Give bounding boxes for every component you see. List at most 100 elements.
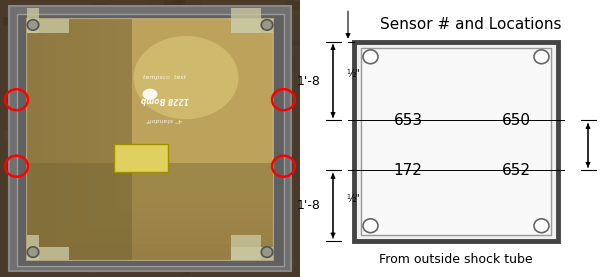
Bar (292, 0, 301, 1)
Bar (42, 33, 51, 55)
Bar (114, 144, 168, 172)
Text: ½": ½" (347, 69, 361, 79)
Bar (200, 95, 221, 116)
Bar (27, 19, 132, 260)
Bar (132, 19, 273, 202)
Bar (155, 78, 178, 95)
Bar (269, 182, 279, 189)
Bar (140, 112, 157, 127)
Bar (87, 19, 273, 227)
Bar (24, 155, 57, 158)
Bar (151, 40, 182, 56)
Bar (10, 165, 41, 181)
Bar (27, 235, 39, 260)
Bar (75, 109, 109, 125)
Bar (42, 19, 273, 252)
Text: 653: 653 (394, 113, 422, 128)
Bar (82, 214, 103, 217)
Bar (167, 126, 182, 130)
Bar (71, 189, 79, 206)
Bar (177, 0, 202, 6)
Bar (202, 50, 239, 69)
Bar (149, 64, 169, 85)
Text: 650: 650 (502, 113, 530, 128)
Bar (128, 195, 149, 215)
Bar (263, 55, 296, 72)
Bar (94, 2, 106, 6)
Bar (35, 223, 71, 237)
Bar (3, 17, 13, 26)
Bar (266, 130, 277, 146)
Bar (22, 158, 33, 178)
Bar (191, 41, 223, 55)
Text: 1228 Bomb: 1228 Bomb (141, 95, 189, 104)
Bar (90, 183, 98, 198)
Bar (284, 1, 322, 9)
Text: 1'-8: 1'-8 (297, 199, 321, 212)
Text: 652: 652 (502, 163, 530, 178)
Text: Sensor # and Locations: Sensor # and Locations (380, 17, 562, 32)
Bar (27, 8, 39, 33)
Bar (5, 130, 19, 140)
Circle shape (262, 20, 272, 29)
Bar (251, 184, 264, 188)
Bar (231, 8, 261, 33)
Bar (164, 0, 185, 16)
Bar (63, 120, 96, 127)
Bar (112, 0, 147, 14)
Bar (42, 103, 69, 110)
Bar (88, 158, 112, 176)
Bar (32, 260, 63, 268)
Bar (36, 175, 79, 183)
Bar (172, 0, 181, 6)
Bar (106, 179, 118, 193)
Circle shape (363, 50, 378, 64)
Bar (137, 197, 159, 217)
Bar (266, 258, 295, 269)
Bar (231, 19, 273, 33)
Bar (361, 48, 551, 235)
Bar (142, 219, 165, 229)
Text: 1'-8": 1'-8" (599, 139, 600, 152)
Bar (224, 106, 253, 127)
Bar (184, 262, 190, 275)
Bar (220, 228, 235, 242)
Bar (210, 217, 221, 239)
Bar (72, 19, 273, 235)
Bar (257, 141, 293, 158)
Bar (77, 81, 96, 93)
Text: From outside shock tube: From outside shock tube (379, 253, 533, 266)
Circle shape (534, 50, 549, 64)
Text: 1'-8: 1'-8 (297, 75, 321, 88)
Bar (266, 184, 272, 205)
Circle shape (28, 20, 38, 29)
Bar (102, 19, 273, 219)
Bar (241, 181, 254, 199)
Bar (21, 209, 53, 219)
Bar (30, 144, 49, 150)
Bar (265, 208, 281, 225)
Bar (291, 40, 305, 47)
Bar (27, 19, 69, 33)
Text: 4" standoff: 4" standoff (148, 117, 182, 122)
Bar (95, 209, 123, 230)
Bar (207, 165, 250, 170)
Bar (121, 252, 137, 259)
Bar (239, 198, 262, 202)
Bar (107, 62, 113, 67)
Bar (10, 33, 33, 44)
Circle shape (363, 219, 378, 233)
Circle shape (26, 246, 40, 258)
Text: tempsco  test: tempsco test (143, 75, 187, 80)
Bar (11, 184, 38, 193)
Bar (89, 146, 105, 161)
Text: ½": ½" (347, 194, 361, 204)
Bar (274, 154, 281, 175)
Bar (73, 69, 102, 88)
Circle shape (262, 248, 272, 257)
Bar (266, 57, 297, 61)
Bar (296, 193, 328, 210)
Bar (241, 136, 285, 147)
Bar (27, 247, 69, 260)
Bar (22, 185, 61, 189)
